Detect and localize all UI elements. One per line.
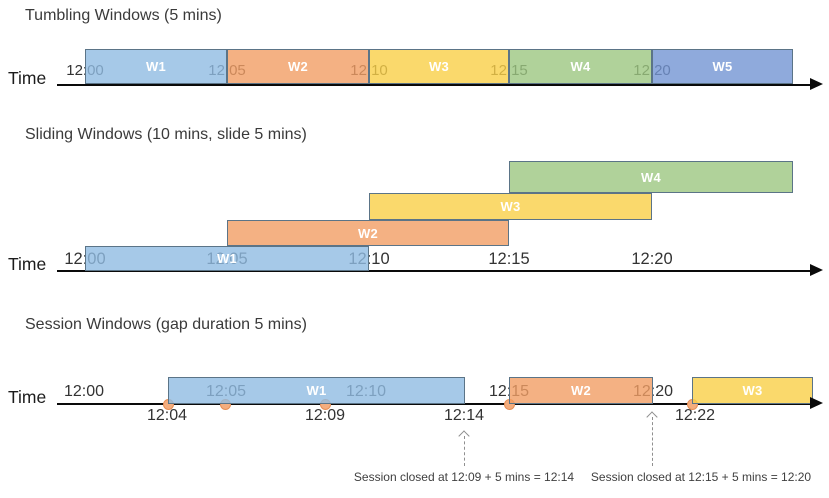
window-label: W2: [287, 59, 309, 74]
axis-arrow-icon: [810, 264, 823, 276]
window-label: W1: [216, 251, 238, 266]
window-session-w2: W2: [509, 377, 653, 404]
time-label: Time: [8, 254, 47, 274]
window-label: W4: [640, 169, 662, 185]
event-time-label: 12:14: [443, 407, 485, 424]
window-sliding-w1: W1: [85, 246, 369, 271]
window-tumbling-w1: W1: [85, 49, 227, 84]
window-tumbling-w5: W5: [652, 49, 793, 84]
window-tumbling-w3: W3: [369, 49, 509, 84]
time-label: Time: [8, 387, 47, 407]
axis-tick-label: 12:20: [631, 250, 673, 268]
window-label: W4: [570, 59, 591, 74]
axis-tick-label: 12:15: [488, 250, 530, 268]
window-tumbling-w2: W2: [227, 49, 369, 84]
window-tumbling-w4: W4: [509, 49, 652, 84]
window-label: W5: [712, 59, 733, 74]
time-axis: [57, 270, 810, 272]
window-sliding-w2: W2: [227, 220, 509, 246]
section-title-sliding: Sliding Windows (10 mins, slide 5 mins): [25, 126, 307, 143]
window-label: W3: [742, 383, 763, 398]
arrow-dashed-stem: [652, 417, 653, 466]
window-session-w1: W1: [168, 377, 465, 404]
time-axis: [57, 403, 810, 405]
session-close-note: Session closed at 12:15 + 5 mins = 12:20: [590, 470, 812, 484]
axis-arrow-icon: [810, 397, 823, 409]
window-session-w3: W3: [692, 377, 813, 404]
session-close-arrow-icon: [646, 411, 658, 466]
window-label: W1: [306, 383, 327, 398]
time-label: Time: [8, 68, 47, 88]
session-close-arrow-icon: [458, 430, 470, 466]
window-label: W3: [428, 59, 450, 74]
session-close-note: Session closed at 12:09 + 5 mins = 12:14: [353, 470, 575, 484]
window-label: W2: [570, 383, 592, 398]
window-label: W1: [145, 59, 167, 74]
window-label: W3: [500, 199, 521, 214]
event-time-label: 12:04: [146, 407, 188, 424]
time-axis: [57, 84, 810, 86]
axis-arrow-icon: [810, 78, 823, 90]
axis-tick-label: 12:00: [63, 383, 105, 400]
event-time-label: 12:22: [674, 407, 716, 424]
arrow-dashed-stem: [464, 436, 465, 466]
window-label: W2: [357, 225, 379, 241]
section-title-tumbling: Tumbling Windows (5 mins): [25, 7, 222, 24]
window-sliding-w3: W3: [369, 193, 652, 220]
event-time-label: 12:09: [304, 407, 346, 424]
section-title-session: Session Windows (gap duration 5 mins): [25, 316, 307, 333]
window-sliding-w4: W4: [509, 161, 793, 193]
